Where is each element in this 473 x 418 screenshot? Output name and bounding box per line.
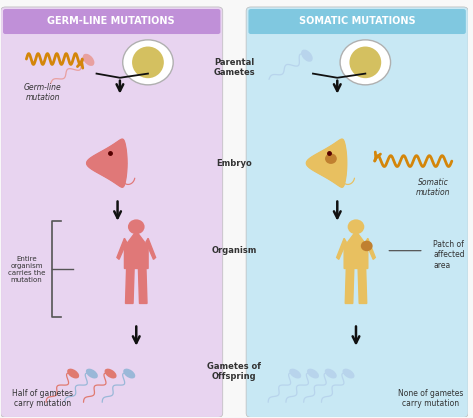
Ellipse shape <box>86 369 98 379</box>
Polygon shape <box>366 238 376 259</box>
Text: Entire
organism
carries the
mutation: Entire organism carries the mutation <box>8 256 45 283</box>
Ellipse shape <box>325 153 337 164</box>
Text: SOMATIC MUTATIONS: SOMATIC MUTATIONS <box>298 16 415 26</box>
Polygon shape <box>124 234 148 268</box>
Text: Somatic
mutation: Somatic mutation <box>416 178 450 197</box>
FancyBboxPatch shape <box>3 9 220 34</box>
Circle shape <box>348 219 364 234</box>
Circle shape <box>340 40 391 85</box>
Ellipse shape <box>123 369 135 379</box>
Polygon shape <box>344 234 368 268</box>
Text: Parental
Gametes: Parental Gametes <box>214 58 255 77</box>
Polygon shape <box>139 268 147 303</box>
Polygon shape <box>358 268 367 303</box>
Text: None of gametes
carry mutation: None of gametes carry mutation <box>398 389 464 408</box>
Polygon shape <box>117 238 127 259</box>
Ellipse shape <box>307 369 319 379</box>
Text: Organism: Organism <box>212 246 257 255</box>
Ellipse shape <box>342 369 354 379</box>
Ellipse shape <box>105 369 116 379</box>
FancyBboxPatch shape <box>0 7 223 417</box>
Polygon shape <box>307 139 347 187</box>
Polygon shape <box>125 268 134 303</box>
Polygon shape <box>345 268 354 303</box>
Text: Half of gametes
carry mutation: Half of gametes carry mutation <box>12 389 73 408</box>
Ellipse shape <box>83 54 95 66</box>
Ellipse shape <box>132 46 164 78</box>
Ellipse shape <box>350 46 381 78</box>
Ellipse shape <box>301 50 313 62</box>
Text: Germ-line
mutation: Germ-line mutation <box>24 83 61 102</box>
Text: GERM-LINE MUTATIONS: GERM-LINE MUTATIONS <box>47 16 175 26</box>
Circle shape <box>128 219 145 234</box>
FancyBboxPatch shape <box>246 7 468 417</box>
Polygon shape <box>337 238 346 259</box>
Circle shape <box>123 40 173 85</box>
Ellipse shape <box>361 241 373 251</box>
Text: Gametes of
Offspring: Gametes of Offspring <box>208 362 262 381</box>
Polygon shape <box>146 238 156 259</box>
Ellipse shape <box>289 369 301 379</box>
Ellipse shape <box>67 369 79 379</box>
FancyBboxPatch shape <box>248 9 466 34</box>
Text: Patch of
affected
area: Patch of affected area <box>433 240 465 270</box>
Ellipse shape <box>325 369 337 379</box>
Text: Embryo: Embryo <box>217 159 252 168</box>
Polygon shape <box>87 139 127 187</box>
